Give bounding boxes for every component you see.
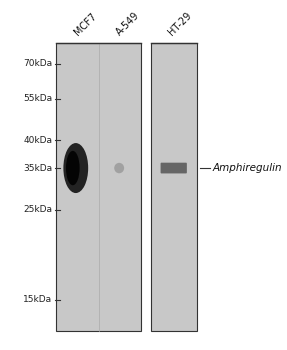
Text: A-549: A-549 bbox=[115, 11, 142, 38]
Ellipse shape bbox=[114, 163, 124, 173]
FancyBboxPatch shape bbox=[152, 43, 197, 331]
Ellipse shape bbox=[63, 143, 88, 193]
Text: 25kDa: 25kDa bbox=[23, 205, 52, 214]
Text: 70kDa: 70kDa bbox=[23, 60, 52, 68]
FancyBboxPatch shape bbox=[161, 163, 187, 174]
FancyBboxPatch shape bbox=[56, 43, 141, 331]
Text: Amphiregulin: Amphiregulin bbox=[212, 163, 282, 173]
Text: 35kDa: 35kDa bbox=[23, 163, 52, 173]
Text: MCF7: MCF7 bbox=[72, 12, 99, 38]
Ellipse shape bbox=[66, 151, 79, 185]
Text: 15kDa: 15kDa bbox=[23, 295, 52, 304]
Text: 40kDa: 40kDa bbox=[23, 136, 52, 145]
Text: 55kDa: 55kDa bbox=[23, 94, 52, 103]
Text: HT-29: HT-29 bbox=[167, 11, 194, 38]
